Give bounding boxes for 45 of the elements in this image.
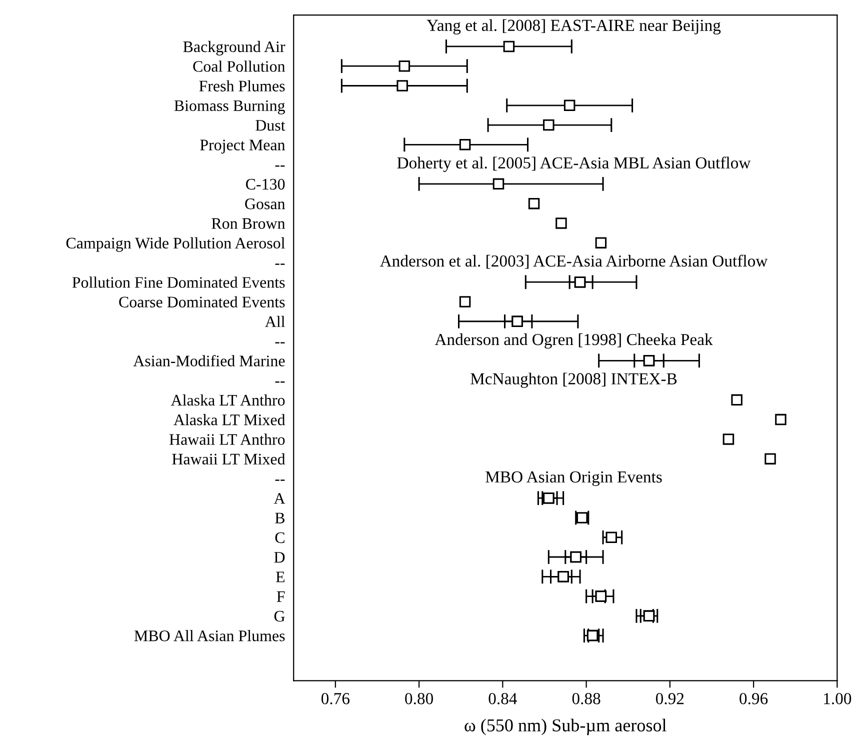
y-tick-label: Campaign Wide Pollution Aerosol (66, 237, 285, 252)
y-tick-label: Gosan (245, 198, 286, 210)
y-tick-label: -- (275, 165, 285, 167)
annotation: Doherty et al. [2005] ACE-Asia MBL Asian Outflow (397, 156, 751, 172)
y-tick-label: Alaska LT Anthro (170, 394, 285, 406)
annotation: Anderson et al. [2003] ACE-Asia Airborne Asian Outflow (380, 254, 768, 269)
annotation: McNaughton [2008] INTEX-B (470, 372, 677, 388)
y-tick-label: Project Mean (200, 140, 286, 154)
y-tick-label: E (276, 572, 284, 582)
y-tick-label: -- (275, 381, 285, 383)
y-tick-label: F (276, 591, 285, 602)
y-tick-label: Hawaii LT Mixed (172, 453, 286, 465)
y-tick-label: D (274, 552, 285, 563)
y-tick-label: All (265, 316, 285, 327)
x-tick-label: 0.92 (656, 693, 684, 704)
y-tick-label: Asian-Modified Marine (133, 354, 285, 366)
y-tick-label: Dust (256, 120, 286, 131)
y-tick-label: Alaska LT Mixed (174, 414, 286, 426)
y-tick-label: Hawaii LT Anthro (169, 434, 285, 445)
y-tick-label: Fresh Plumes (199, 80, 285, 92)
x-tick-label: 0.76 (321, 693, 350, 704)
x-axis-title: ω (550 nm) Sub-µm aerosol (464, 718, 666, 736)
annotation: MBO Asian Origin Events (486, 471, 662, 486)
x-tick-label: 0.88 (572, 693, 600, 704)
y-tick-label: -- (275, 342, 285, 344)
y-tick-label: Pollution Fine Dominated Events (72, 276, 285, 288)
annotation: Yang et al. [2008] EAST-AIRE near Beijing (426, 19, 721, 34)
y-tick-label: C-130 (246, 178, 285, 190)
x-tick-label: 0.80 (405, 693, 433, 704)
x-tick-label: 1.00 (824, 693, 852, 704)
y-tick-label: A (274, 493, 286, 504)
y-tick-label: Biomass Burning (174, 100, 285, 114)
x-tick-label: 0.96 (740, 693, 768, 704)
annotation: Anderson and Ogren [1998] Cheeka Peak (434, 333, 713, 349)
y-tick-label: -- (275, 480, 285, 481)
y-tick-label: Coal Pollution (193, 60, 286, 72)
y-tick-label: Background Air (183, 40, 286, 56)
x-tick-label: 0.84 (488, 693, 517, 704)
y-tick-label: Ron Brown (212, 218, 286, 229)
y-tick-label: Coarse Dominated Events (119, 296, 285, 308)
y-tick-label: B (275, 512, 284, 524)
y-tick-label: -- (275, 264, 285, 265)
y-tick-label: G (274, 610, 285, 622)
y-tick-label: C (275, 532, 284, 544)
y-tick-label: MBO All Asian Plumes (134, 630, 285, 642)
